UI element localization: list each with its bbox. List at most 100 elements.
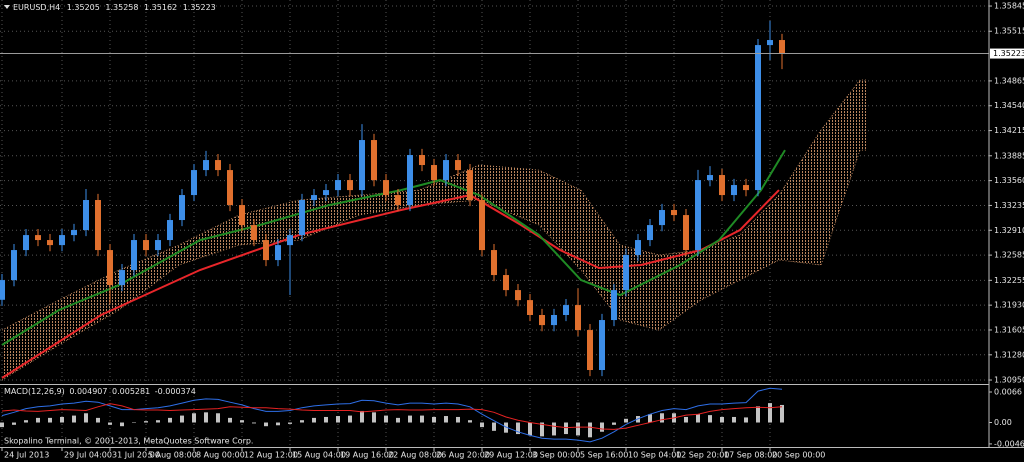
candle-body	[251, 225, 257, 241]
histogram-bar	[756, 406, 760, 423]
candle-body	[491, 250, 497, 276]
x-tick-label: 29 Jul 04:00	[64, 451, 112, 460]
x-tick-label: 12 Sep 20:00	[676, 451, 729, 460]
symbol-menu-arrow[interactable]	[4, 5, 10, 9]
candle-body	[503, 275, 509, 291]
x-tick-label: 22 Aug 08:00	[388, 451, 442, 460]
candle-body	[527, 300, 533, 316]
y-tick-label: -0.004631	[994, 439, 1024, 448]
histogram-bar	[72, 415, 76, 423]
candle-body	[719, 175, 725, 196]
candle-body	[671, 210, 677, 216]
histogram-bar	[684, 416, 688, 423]
x-tick-label: 26 Aug 20:00	[436, 451, 490, 460]
histogram-bar	[240, 420, 244, 423]
histogram-bar	[768, 403, 772, 423]
histogram-bar	[660, 413, 664, 423]
candle-body	[575, 305, 581, 331]
histogram-bar	[108, 422, 112, 425]
candle-body	[191, 170, 197, 196]
candle-body	[179, 195, 185, 221]
candle-body	[143, 240, 149, 251]
candle-body	[371, 140, 377, 181]
candle-body	[599, 320, 605, 371]
macd-title: MACD(12,26,9)	[4, 387, 65, 396]
histogram-bar	[180, 415, 184, 423]
histogram-bar	[420, 415, 424, 423]
histogram-bar	[780, 404, 784, 423]
candle-body	[395, 195, 401, 206]
y-tick-label: 1.32910	[994, 226, 1024, 235]
candle-body	[623, 255, 629, 291]
candle-body	[71, 230, 77, 236]
histogram-bar	[24, 420, 28, 423]
histogram-bar	[264, 422, 268, 427]
candle-body	[587, 330, 593, 371]
y-tick-label: 1.33560	[994, 176, 1024, 185]
candle-body	[683, 215, 689, 251]
histogram-bar	[300, 420, 304, 423]
candle-body	[83, 200, 89, 231]
candle-body	[779, 40, 785, 54]
y-tick-label: 1.31280	[994, 350, 1024, 359]
y-tick-label: 1.35515	[994, 27, 1024, 36]
candle-body	[755, 45, 761, 191]
histogram-bar	[96, 417, 100, 423]
y-tick-label: 1.34215	[994, 126, 1024, 135]
x-tick-label: 29 Aug 12:00	[484, 451, 538, 460]
histogram-bar	[192, 413, 196, 423]
histogram-bar	[168, 417, 172, 423]
candle-body	[95, 200, 101, 251]
y-tick-label: 1.34865	[994, 76, 1024, 85]
histogram-bar	[696, 414, 700, 423]
candle-body	[515, 290, 521, 301]
high-price: 1.35258	[105, 3, 138, 12]
histogram-bar	[396, 417, 400, 423]
histogram-bar	[576, 422, 580, 436]
candle-body	[767, 40, 773, 46]
histogram-bar	[492, 422, 496, 431]
histogram-bar	[468, 420, 472, 423]
y-tick-label: 1.34540	[994, 101, 1024, 110]
histogram-bar	[432, 416, 436, 423]
candle-body	[227, 170, 233, 206]
candle-body	[443, 160, 449, 181]
histogram-bar	[132, 422, 136, 424]
histogram-bar	[384, 415, 388, 423]
candle-body	[611, 290, 617, 321]
candle-body	[203, 160, 209, 171]
candle-body	[263, 240, 269, 261]
candle-body	[131, 240, 137, 271]
histogram-bar	[204, 412, 208, 423]
candle-body	[167, 220, 173, 241]
histogram-bar	[216, 413, 220, 423]
current-price-box	[990, 48, 1024, 59]
low-price: 1.35162	[144, 3, 177, 12]
histogram-bar	[288, 422, 292, 424]
candle-body	[275, 245, 281, 261]
symbol-header: EURUSD,H4 1.35205 1.35258 1.35162 1.3522…	[13, 3, 216, 12]
candle-body	[455, 160, 461, 171]
signal-value: 0.005281	[112, 387, 150, 396]
histogram-bar	[312, 417, 316, 423]
histogram-bar	[60, 416, 64, 423]
macd-line	[1, 403, 783, 430]
moving-average	[1, 149, 786, 346]
macd-value: 0.004907	[69, 387, 107, 396]
macd-header: MACD(12,26,9) 0.004907 0.005281 -0.00037…	[4, 387, 196, 396]
candle-body	[335, 180, 341, 191]
symbol: EURUSD,H4	[13, 3, 60, 12]
histogram-bar	[444, 416, 448, 423]
candle-body	[659, 210, 665, 226]
candle-body	[215, 160, 221, 171]
histogram-bar	[540, 422, 544, 437]
histogram-bar	[372, 412, 376, 423]
histogram-bar	[564, 422, 568, 435]
histogram-bar	[360, 410, 364, 423]
histogram-bar	[84, 413, 88, 423]
candle-body	[551, 315, 557, 326]
histogram-bar	[732, 416, 736, 423]
candle-body	[299, 200, 305, 236]
current-price-label: 1.35223	[993, 49, 1024, 58]
